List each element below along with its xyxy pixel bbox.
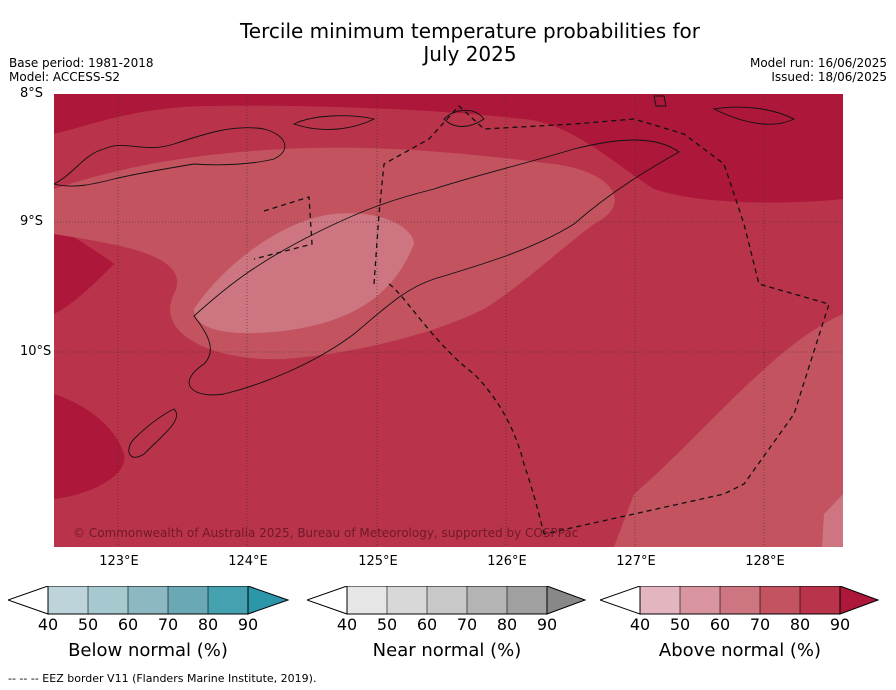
copyright-notice: © Commonwealth of Australia 2025, Bureau…: [73, 526, 579, 540]
high-prob-zone-north: [54, 94, 843, 203]
cbar-above-tick: 70: [749, 615, 771, 634]
lon-label-127e: 127°E: [616, 554, 656, 569]
cbar-near-under-arrow: [307, 586, 348, 615]
high-prob-zone-southwest: [54, 394, 125, 499]
model-run: Model run: 16/06/2025: [749, 56, 887, 70]
cbar-above-tick: 40: [629, 615, 651, 634]
cbar-below-tick: 70: [157, 615, 179, 634]
model-info: Base period: 1981-2018 Model: ACCESS-S2: [9, 56, 154, 84]
cbar-above-over-arrow: [839, 586, 880, 615]
base-period: Base period: 1981-2018: [9, 56, 154, 70]
cbar-below-tick: 60: [117, 615, 139, 634]
coastlines: [54, 95, 796, 458]
cbar-near-bin-4: [467, 586, 507, 614]
cbar-below-tick: 40: [37, 615, 59, 634]
cbar-below-bin-1: [48, 586, 88, 614]
cbar-below-tick: 80: [197, 615, 219, 634]
lon-label-126e: 126°E: [487, 554, 527, 569]
light-prob-zone: [194, 213, 414, 334]
cbar-near-tick: 60: [416, 615, 438, 634]
eez-border-timor: [388, 283, 545, 535]
cbar-below-tick: 50: [77, 615, 99, 634]
cbar-near-title: Near normal (%): [372, 640, 522, 661]
colorbar-near-normal: [307, 586, 587, 615]
cbar-near-bin-5: [507, 586, 547, 614]
lat-label-9s: 9°S: [20, 214, 44, 229]
colorbar-above-normal: [600, 586, 880, 615]
cbar-near-tick: 50: [376, 615, 398, 634]
cbar-below-over-arrow: [247, 586, 290, 615]
light-prob-zone-corner: [822, 494, 843, 547]
model-name: Model: ACCESS-S2: [9, 70, 121, 84]
lat-label-8s: 8°S: [20, 86, 44, 101]
cbar-above-under-arrow: [600, 586, 641, 615]
cbar-near-over-arrow: [546, 586, 587, 615]
cbar-near-tick: 70: [456, 615, 478, 634]
cbar-below-title: Below normal (%): [68, 640, 228, 661]
cbar-below-bin-4: [168, 586, 208, 614]
graticule: [54, 94, 843, 547]
cbar-near-bin-1: [347, 586, 387, 614]
eez-border: [253, 105, 830, 535]
lon-label-124e: 124°E: [228, 554, 268, 569]
eez-legend-footer: -- -- -- EEZ border V11 (Flanders Marine…: [8, 672, 317, 685]
cbar-above-bin-3: [720, 586, 760, 614]
colorbar-below-normal: [8, 586, 290, 615]
cbar-near-tick: 90: [536, 615, 558, 634]
title-line-1: Tercile minimum temperature probabilitie…: [239, 19, 701, 43]
cbar-near-tick: 80: [496, 615, 518, 634]
high-prob-zone-west: [54, 224, 114, 314]
cbar-below-under-arrow: [8, 586, 49, 615]
cbar-near-tick: 40: [336, 615, 358, 634]
cbar-above-bin-5: [800, 586, 840, 614]
cbar-above-title: Above normal (%): [658, 640, 822, 661]
cbar-near-bin-2: [387, 586, 427, 614]
cbar-below-tick: 90: [237, 615, 259, 634]
cbar-above-bin-2: [680, 586, 720, 614]
run-info: Model run: 16/06/2025 Issued: 18/06/2025: [750, 56, 887, 84]
cbar-below-bin-3: [128, 586, 168, 614]
cbar-below-bin-2: [88, 586, 128, 614]
cbar-above-tick: 80: [789, 615, 811, 634]
probability-map: [54, 94, 843, 547]
mid-prob-zone-southeast: [614, 314, 843, 547]
cbar-near-bin-3: [427, 586, 467, 614]
lon-label-128e: 128°E: [745, 554, 785, 569]
cbar-below-bin-5: [208, 586, 248, 614]
cbar-above-tick: 50: [669, 615, 691, 634]
map-title: Tercile minimum temperature probabilitie…: [200, 20, 740, 66]
cbar-above-tick: 90: [829, 615, 851, 634]
cbar-above-bin-1: [640, 586, 680, 614]
issued-date: Issued: 18/06/2025: [771, 70, 887, 84]
lon-label-123e: 123°E: [99, 554, 139, 569]
lat-label-10s: 10°S: [20, 344, 52, 359]
lon-label-125e: 125°E: [358, 554, 398, 569]
title-line-2: July 2025: [423, 42, 517, 66]
cbar-above-bin-4: [760, 586, 800, 614]
cbar-above-tick: 60: [709, 615, 731, 634]
